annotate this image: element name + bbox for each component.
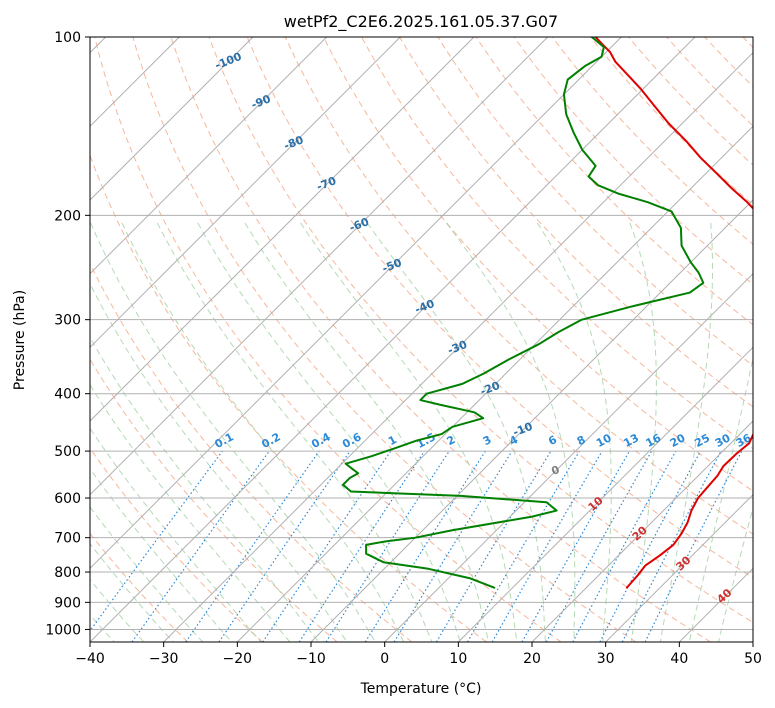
y-axis: 100 200 300 400 500 600 700 800 900 1000 [45, 30, 90, 638]
dry-adiabat-line [513, 37, 753, 285]
mixing-ratio-line [262, 450, 392, 642]
x-tick-label: 10 [449, 651, 467, 667]
dry-adiabat-line [246, 37, 753, 579]
isotherm-line [163, 51, 753, 642]
isotherms [90, 37, 753, 642]
isotherm-line [90, 37, 696, 642]
mixing-ratio-line [644, 450, 743, 642]
moist-adiabat-line [90, 383, 291, 642]
background-lines [90, 37, 753, 642]
moist-adiabat-line [659, 222, 714, 642]
dry-adiabat-line [170, 37, 711, 642]
mixing-ratio-line [131, 450, 270, 642]
y-tick-label: 200 [54, 208, 81, 224]
isotherm-line [457, 346, 753, 642]
mixing-ratio-label: 30 [713, 431, 733, 450]
mixing-ratio-label: 16 [644, 431, 664, 450]
isotherm-line [384, 272, 753, 642]
mixing-ratio-line [218, 450, 351, 642]
moist-adiabat-line [156, 222, 433, 642]
dry-adiabat-line [475, 37, 753, 326]
moist-adiabat-line [629, 222, 657, 642]
pressure-gridlines [90, 37, 753, 630]
mixing-ratio-line [325, 450, 450, 642]
x-tick-label: −30 [149, 651, 179, 667]
dry-adiabat-line [90, 447, 263, 642]
isotherm-line [90, 37, 401, 349]
moist-adiabat-line [121, 222, 405, 642]
moist-adiabat-line [446, 222, 576, 642]
y-axis-title: Pressure (hPa) [12, 290, 28, 390]
moist-adiabat-line [300, 222, 518, 642]
chart-title: wetPf2_C2E6.2025.161.05.37.G07 [284, 12, 558, 32]
isotherm-line [90, 37, 254, 201]
moist-adiabat-line [90, 578, 145, 642]
temperature-line [594, 37, 753, 589]
mixing-ratio-label: 10 [594, 431, 614, 450]
moist-adiabat-line [197, 222, 461, 642]
x-tick-label: 30 [597, 651, 615, 667]
mixing-ratio-line [298, 450, 425, 642]
x-tick-label: −10 [296, 651, 326, 667]
dewpoint-line [341, 37, 705, 589]
y-tick-label: 500 [54, 444, 81, 460]
isotherm-line [90, 37, 475, 422]
dry-adiabat-line [323, 37, 753, 492]
dry-adiabat-line [284, 37, 753, 535]
x-axis-title: Temperature (°C) [360, 681, 482, 697]
mixing-ratio-line [185, 450, 320, 642]
mixing-ratio-line [545, 450, 653, 642]
y-tick-label: 600 [54, 491, 81, 507]
isotherm-line [90, 37, 622, 570]
moist-adiabat-line [366, 222, 546, 642]
y-tick-label: 700 [54, 531, 81, 547]
x-tick-label: 50 [744, 651, 762, 667]
dry-adiabat-line [90, 358, 338, 642]
moist-adiabat-line [689, 355, 753, 642]
moist-adiabat-line [90, 336, 319, 642]
isotherm-line [90, 37, 328, 275]
mixing-ratio-lines [90, 450, 743, 642]
x-axis: −40 −30 −20 −10 0 10 20 30 40 50 [75, 642, 762, 667]
y-tick-label: 1000 [45, 622, 81, 638]
isotherm-line [310, 199, 753, 642]
isotherm-line [236, 125, 753, 642]
mixing-ratio-line [393, 450, 513, 642]
line-labels: -100-90-80-70-60-50-40-30-20-1000.1 0.2 0.… [213, 50, 753, 606]
x-tick-label: −20 [223, 651, 253, 667]
y-tick-label: 400 [54, 387, 81, 403]
mixing-ratio-line [521, 450, 631, 642]
profiles [341, 37, 753, 589]
dry-adiabat-line [94, 37, 562, 642]
isotherm-line [605, 493, 753, 642]
dry-adiabat-line [90, 262, 413, 642]
y-tick-label: 900 [54, 595, 81, 611]
x-tick-label: 0 [380, 651, 389, 667]
mixing-ratio-label: 13 [621, 431, 641, 450]
y-tick-label: 800 [54, 565, 81, 581]
x-tick-label: −40 [75, 651, 105, 667]
isotherm-line [90, 37, 549, 496]
moist-adiabat-line [90, 282, 348, 642]
x-tick-label: 20 [523, 651, 541, 667]
mixing-ratio-line [572, 450, 677, 642]
moist-adiabat-line [90, 467, 233, 642]
isotherm-line [531, 420, 753, 642]
mixing-ratio-label: 25 [692, 431, 712, 450]
moist-adiabat-line [536, 222, 612, 642]
y-tick-label: 100 [54, 30, 81, 46]
x-tick-label: 40 [670, 651, 688, 667]
mixing-ratio-line [90, 450, 223, 632]
plot-frame [89, 36, 754, 643]
moist-adiabat-line [90, 506, 204, 642]
mixing-ratio-label: 20 [668, 431, 688, 450]
moist-adiabat-line [718, 506, 753, 642]
y-tick-label: 300 [54, 313, 81, 329]
plot-background [90, 37, 753, 642]
dry-adiabat-line [208, 37, 753, 624]
